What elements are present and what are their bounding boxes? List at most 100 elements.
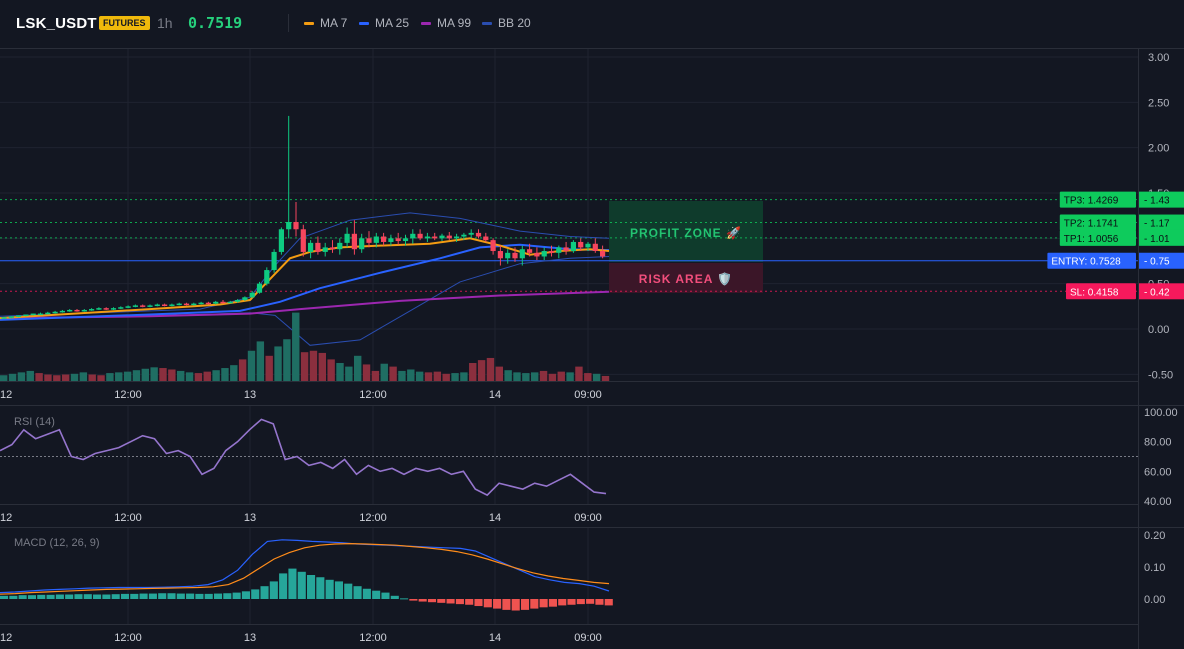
candle-body bbox=[432, 236, 438, 239]
candle-body bbox=[351, 233, 357, 250]
volume-bar bbox=[336, 363, 344, 381]
bb-lower-line bbox=[0, 256, 610, 346]
candle-body bbox=[439, 235, 445, 239]
time-label: 14 bbox=[489, 512, 501, 524]
candle-body bbox=[45, 312, 51, 315]
candles bbox=[1, 115, 606, 320]
volume-bar bbox=[451, 373, 459, 381]
sl-tag-label: SL: 0.4158 bbox=[1070, 287, 1119, 298]
legend-ma7[interactable]: MA 7 bbox=[304, 16, 347, 30]
candle-body bbox=[563, 247, 569, 252]
candle-body bbox=[1, 317, 7, 319]
volume-bar bbox=[362, 364, 371, 381]
macd-histogram-bar bbox=[381, 592, 390, 599]
futures-badge: FUTURES bbox=[99, 16, 150, 30]
volume-bar bbox=[442, 373, 450, 381]
volume-bar bbox=[300, 352, 309, 381]
price-tick-label: 2.50 bbox=[1148, 97, 1169, 109]
candle-body bbox=[118, 307, 124, 309]
price-tick-label: -0.50 bbox=[1148, 369, 1173, 381]
time-label: 12:00 bbox=[359, 512, 387, 524]
macd-histogram-bar bbox=[595, 599, 604, 605]
volume-bar bbox=[389, 366, 397, 381]
time-label: 14 bbox=[489, 389, 501, 401]
candle-body bbox=[16, 315, 22, 317]
candle-body bbox=[337, 242, 343, 250]
macd-histogram-bar bbox=[493, 599, 502, 609]
ma25-line bbox=[0, 243, 610, 321]
volume-bar bbox=[292, 312, 300, 381]
rsi-tick-label: 60.00 bbox=[1144, 466, 1172, 478]
macd-histogram-bar bbox=[334, 581, 344, 599]
rsi-line bbox=[0, 418, 607, 497]
volume-bar bbox=[88, 374, 96, 381]
macd-histogram-bar bbox=[102, 594, 111, 599]
candle-body bbox=[271, 251, 277, 271]
volume-bar bbox=[539, 370, 548, 381]
tp1-tag bbox=[1059, 229, 1136, 246]
time-label: 12 bbox=[0, 632, 12, 644]
candle-body bbox=[548, 251, 555, 253]
timeframe-label[interactable]: 1h bbox=[157, 15, 173, 31]
volume-bar bbox=[531, 372, 539, 381]
candle-body bbox=[300, 229, 306, 252]
entry-tag bbox=[1047, 252, 1136, 269]
candle-body bbox=[556, 247, 562, 253]
symbol-title[interactable]: LSK_USDT bbox=[16, 15, 97, 32]
candle-body bbox=[74, 309, 80, 312]
volume-bar bbox=[522, 373, 530, 381]
tp3-price-value: - 1.43 bbox=[1144, 196, 1170, 207]
candle-body bbox=[534, 252, 540, 257]
macd-histogram-bar bbox=[93, 594, 102, 599]
macd-histogram-bar bbox=[455, 599, 464, 605]
volume-bar bbox=[345, 366, 353, 381]
macd-histogram-bar bbox=[576, 599, 585, 605]
macd-histogram-bar bbox=[158, 593, 167, 599]
legend-ma99[interactable]: MA 99 bbox=[421, 16, 471, 30]
header-divider bbox=[288, 14, 289, 32]
volume-bar bbox=[159, 368, 167, 381]
macd-histogram-bar bbox=[558, 599, 567, 606]
candle-body bbox=[483, 236, 489, 241]
macd-histogram-bar bbox=[502, 599, 511, 610]
volume-bar bbox=[17, 372, 26, 381]
candle-body bbox=[402, 238, 409, 242]
volume-bar bbox=[504, 370, 512, 381]
tp3-tag-label: TP3: 1.4269 bbox=[1064, 196, 1119, 207]
candle-body bbox=[81, 309, 87, 312]
volume-bar bbox=[575, 366, 583, 381]
volume-bar bbox=[548, 373, 557, 381]
candle-body bbox=[140, 305, 146, 307]
entry-tag-label: ENTRY: 0.7528 bbox=[1051, 257, 1121, 268]
macd-histogram-bar bbox=[520, 599, 530, 610]
ma25-swatch-icon bbox=[359, 21, 369, 25]
legend-bb20[interactable]: BB 20 bbox=[482, 16, 531, 30]
candle-body bbox=[359, 238, 365, 250]
macd-histogram-bar bbox=[390, 595, 399, 599]
volume-bar bbox=[61, 374, 70, 381]
macd-histogram-bar bbox=[297, 571, 306, 599]
macd-histogram-bar bbox=[344, 583, 353, 599]
volume-bar bbox=[212, 370, 220, 381]
macd-histogram-bar bbox=[418, 599, 427, 602]
candle-body bbox=[585, 243, 591, 248]
macd-histogram-bar bbox=[437, 599, 446, 603]
macd-histogram-bar bbox=[195, 593, 204, 599]
volume-bar bbox=[380, 363, 388, 381]
volume-bar bbox=[477, 360, 486, 381]
candle-body bbox=[183, 303, 190, 306]
volume-bar bbox=[106, 373, 114, 381]
volume-bar bbox=[238, 359, 247, 381]
rsi-panel: 100.00 80.00 60.00 40.00 bbox=[0, 407, 1178, 508]
volume-bar bbox=[318, 352, 326, 381]
candle-body bbox=[125, 306, 131, 308]
candle-body bbox=[256, 283, 263, 293]
candle-body bbox=[461, 234, 467, 237]
candle-body bbox=[103, 308, 109, 310]
volume-bar bbox=[566, 372, 574, 381]
rsi-tick-label: 40.00 bbox=[1144, 496, 1172, 508]
candle-body bbox=[286, 222, 292, 230]
sl-price-tag bbox=[1139, 283, 1184, 300]
legend-ma25[interactable]: MA 25 bbox=[359, 16, 409, 30]
